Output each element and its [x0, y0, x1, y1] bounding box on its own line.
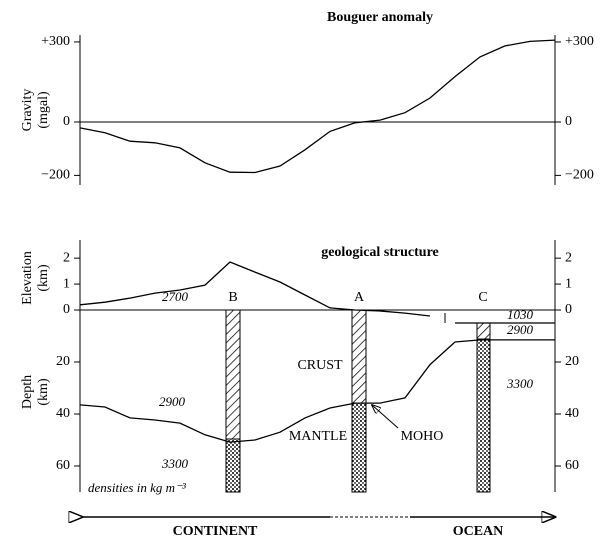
- region-label: OCEAN: [453, 524, 504, 539]
- y-tick-label: 40: [56, 406, 70, 421]
- columns: [225, 309, 491, 493]
- density: 3300: [506, 376, 534, 391]
- y-tick-label: 1: [565, 276, 572, 291]
- density: 3300: [161, 456, 189, 471]
- line: [79, 339, 555, 443]
- y-tick-label: 2: [565, 250, 572, 265]
- y-label: (km): [36, 264, 51, 292]
- y-label: (mgal): [36, 91, 51, 129]
- column-label: A: [354, 290, 365, 305]
- column-label: C: [478, 290, 487, 305]
- y-tick-label: 0: [565, 302, 572, 317]
- y-tick-label: 20: [565, 354, 579, 369]
- y-tick-label: 40: [565, 406, 579, 421]
- y-label: (km): [36, 378, 51, 406]
- note: densities in kg m⁻³: [88, 480, 187, 495]
- layer-label: MANTLE: [289, 429, 347, 444]
- line: [79, 39, 556, 174]
- density: 2900: [159, 394, 186, 409]
- title: Bouguer anomaly: [327, 10, 433, 25]
- y-tick-label: 2: [63, 250, 70, 265]
- y-tick-label: 0: [565, 114, 572, 129]
- y-tick-label: −200: [41, 168, 70, 183]
- line: [79, 261, 431, 317]
- y-tick-label: 60: [565, 458, 579, 473]
- y-tick-label: +300: [41, 34, 70, 49]
- y-tick-label: 20: [56, 354, 70, 369]
- density: 2700: [162, 289, 189, 304]
- layer-label: MOHO: [401, 429, 444, 444]
- y-label: Depth: [20, 375, 35, 409]
- y-tick-label: 1: [63, 276, 70, 291]
- column-label: B: [228, 290, 237, 305]
- density: 2900: [507, 322, 534, 337]
- y-tick-label: +300: [565, 34, 594, 49]
- y-label: Gravity: [20, 89, 35, 132]
- layer-label: CRUST: [297, 358, 343, 373]
- y-tick-label: 60: [56, 458, 70, 473]
- y-tick-label: 0: [63, 302, 70, 317]
- title: geological structure: [321, 245, 439, 260]
- density: 1030: [507, 307, 534, 322]
- y-label: Elevation: [20, 251, 35, 305]
- y-tick-label: −200: [565, 168, 594, 183]
- y-tick-label: 0: [63, 114, 70, 129]
- region-label: CONTINENT: [173, 524, 258, 539]
